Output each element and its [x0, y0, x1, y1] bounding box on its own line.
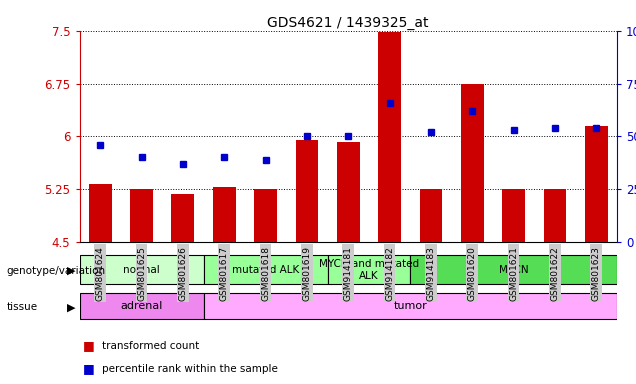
Bar — [544, 189, 566, 242]
Text: MYCN and mutated
ALK: MYCN and mutated ALK — [319, 259, 419, 281]
Text: ■: ■ — [83, 362, 94, 375]
Bar — [296, 140, 318, 242]
Text: GSM801619: GSM801619 — [302, 246, 312, 301]
Text: ▶: ▶ — [67, 302, 75, 312]
Text: normal: normal — [123, 265, 160, 275]
Text: GSM801617: GSM801617 — [219, 246, 229, 301]
Text: GSM914183: GSM914183 — [426, 246, 436, 301]
Bar — [410, 255, 617, 285]
Text: genotype/variation: genotype/variation — [6, 266, 106, 276]
Text: GSM801621: GSM801621 — [509, 246, 518, 301]
Bar — [204, 293, 617, 319]
Bar — [172, 194, 194, 242]
Bar — [204, 255, 328, 285]
Text: percentile rank within the sample: percentile rank within the sample — [102, 364, 278, 374]
Title: GDS4621 / 1439325_at: GDS4621 / 1439325_at — [268, 16, 429, 30]
Text: adrenal: adrenal — [120, 301, 163, 311]
Bar — [420, 189, 442, 242]
Bar — [254, 189, 277, 242]
Bar — [337, 142, 359, 242]
Text: ■: ■ — [83, 339, 94, 352]
Text: GSM801620: GSM801620 — [467, 246, 477, 301]
Bar — [80, 255, 204, 285]
Text: tissue: tissue — [6, 302, 38, 312]
Bar — [213, 187, 235, 242]
Bar — [89, 184, 111, 242]
Text: transformed count: transformed count — [102, 341, 199, 351]
Text: mutated ALK: mutated ALK — [232, 265, 299, 275]
Bar — [461, 84, 483, 242]
Text: GSM914181: GSM914181 — [343, 246, 353, 301]
Text: GSM801622: GSM801622 — [550, 246, 560, 301]
Text: GSM801626: GSM801626 — [178, 246, 188, 301]
Text: GSM801623: GSM801623 — [591, 246, 601, 301]
Text: GSM801618: GSM801618 — [261, 246, 270, 301]
Text: GSM801624: GSM801624 — [95, 246, 105, 301]
Text: tumor: tumor — [393, 301, 427, 311]
Text: MYCN: MYCN — [499, 265, 529, 275]
Bar — [328, 255, 410, 285]
Bar — [378, 32, 401, 242]
Text: GSM914182: GSM914182 — [385, 246, 394, 301]
Text: ▶: ▶ — [67, 266, 75, 276]
Bar — [585, 126, 607, 242]
Bar — [80, 293, 204, 319]
Bar — [130, 189, 153, 242]
Bar — [502, 189, 525, 242]
Text: GSM801625: GSM801625 — [137, 246, 146, 301]
